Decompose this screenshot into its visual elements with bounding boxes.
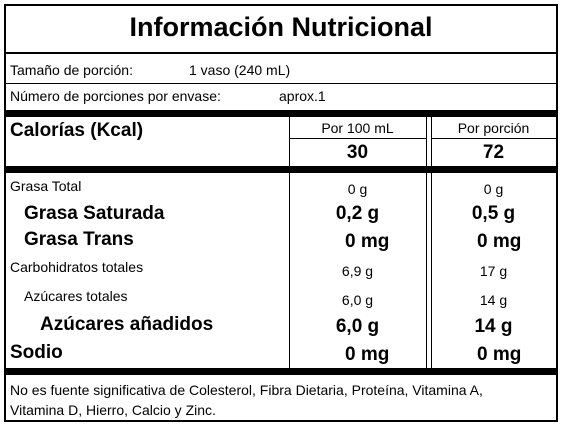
added-sugars-per-serving: 14 g xyxy=(474,316,513,337)
col-per-serving-header: Por porción xyxy=(457,120,530,136)
col1-left-border-cal xyxy=(289,117,290,166)
sodium-per-100ml: 0 mg xyxy=(345,344,390,365)
col2-left-border xyxy=(431,173,432,368)
col-per-100ml-header: Por 100 mL xyxy=(321,120,394,136)
trans-fat-per-serving: 0 mg xyxy=(477,231,522,252)
thick-divider-bottom xyxy=(6,368,556,375)
servings-count-label: Número de porciones por envase: xyxy=(10,88,221,104)
calories-per-100ml: 30 xyxy=(346,142,369,163)
nutrition-label: Información Nutricional Tamaño de porció… xyxy=(4,4,558,422)
nutrient-label-saturated-fat: Grasa Saturada xyxy=(24,203,165,224)
calories-per-serving: 72 xyxy=(482,142,505,163)
total-sugars-per-100ml: 6,0 g xyxy=(341,292,374,308)
sodium-per-serving: 0 mg xyxy=(477,344,522,365)
calories-label: Calorías (Kcal) xyxy=(10,120,144,141)
col1-right-border xyxy=(426,173,427,368)
nutrient-label-total-carbs: Carbohidratos totales xyxy=(10,259,144,275)
serving-size-label: Tamaño de porción: xyxy=(10,62,133,78)
col1-left-border xyxy=(289,173,290,368)
col1-header-divider xyxy=(289,138,426,139)
total-fat-per-100ml: 0 g xyxy=(347,181,368,197)
thick-divider-top xyxy=(6,110,556,117)
total-carbs-per-serving: 17 g xyxy=(479,263,508,279)
saturated-fat-per-100ml: 0,2 g xyxy=(335,203,380,224)
total-sugars-per-serving: 14 g xyxy=(479,292,508,308)
nutrient-label-added-sugars: Azúcares añadidos xyxy=(40,314,214,335)
nutrient-label-total-fat: Grasa Total xyxy=(10,178,82,194)
serving-size-value: 1 vaso (240 mL) xyxy=(189,62,291,78)
total-carbs-per-100ml: 6,9 g xyxy=(341,263,374,279)
label-title: Información Nutricional xyxy=(129,12,433,42)
col2-header-divider xyxy=(431,138,556,139)
trans-fat-per-100ml: 0 mg xyxy=(345,231,390,252)
footnote-line-2: Vitamina D, Hierro, Calcio y Zinc. xyxy=(10,402,216,418)
added-sugars-per-100ml: 6,0 g xyxy=(335,316,380,337)
col1-right-border-cal xyxy=(426,117,427,166)
thick-divider-mid xyxy=(6,166,556,173)
total-fat-per-serving: 0 g xyxy=(483,181,504,197)
servings-count-value: aprox.1 xyxy=(279,88,326,104)
saturated-fat-per-serving: 0,5 g xyxy=(471,203,516,224)
footnote-line-1: No es fuente significativa de Colesterol… xyxy=(10,382,483,398)
title-divider xyxy=(6,52,556,54)
nutrient-label-sodium: Sodio xyxy=(10,342,63,363)
col2-left-border-cal xyxy=(431,117,432,166)
serving-divider xyxy=(6,83,556,84)
nutrient-label-total-sugars: Azúcares totales xyxy=(24,288,128,304)
nutrient-label-trans-fat: Grasa Trans xyxy=(24,229,134,250)
